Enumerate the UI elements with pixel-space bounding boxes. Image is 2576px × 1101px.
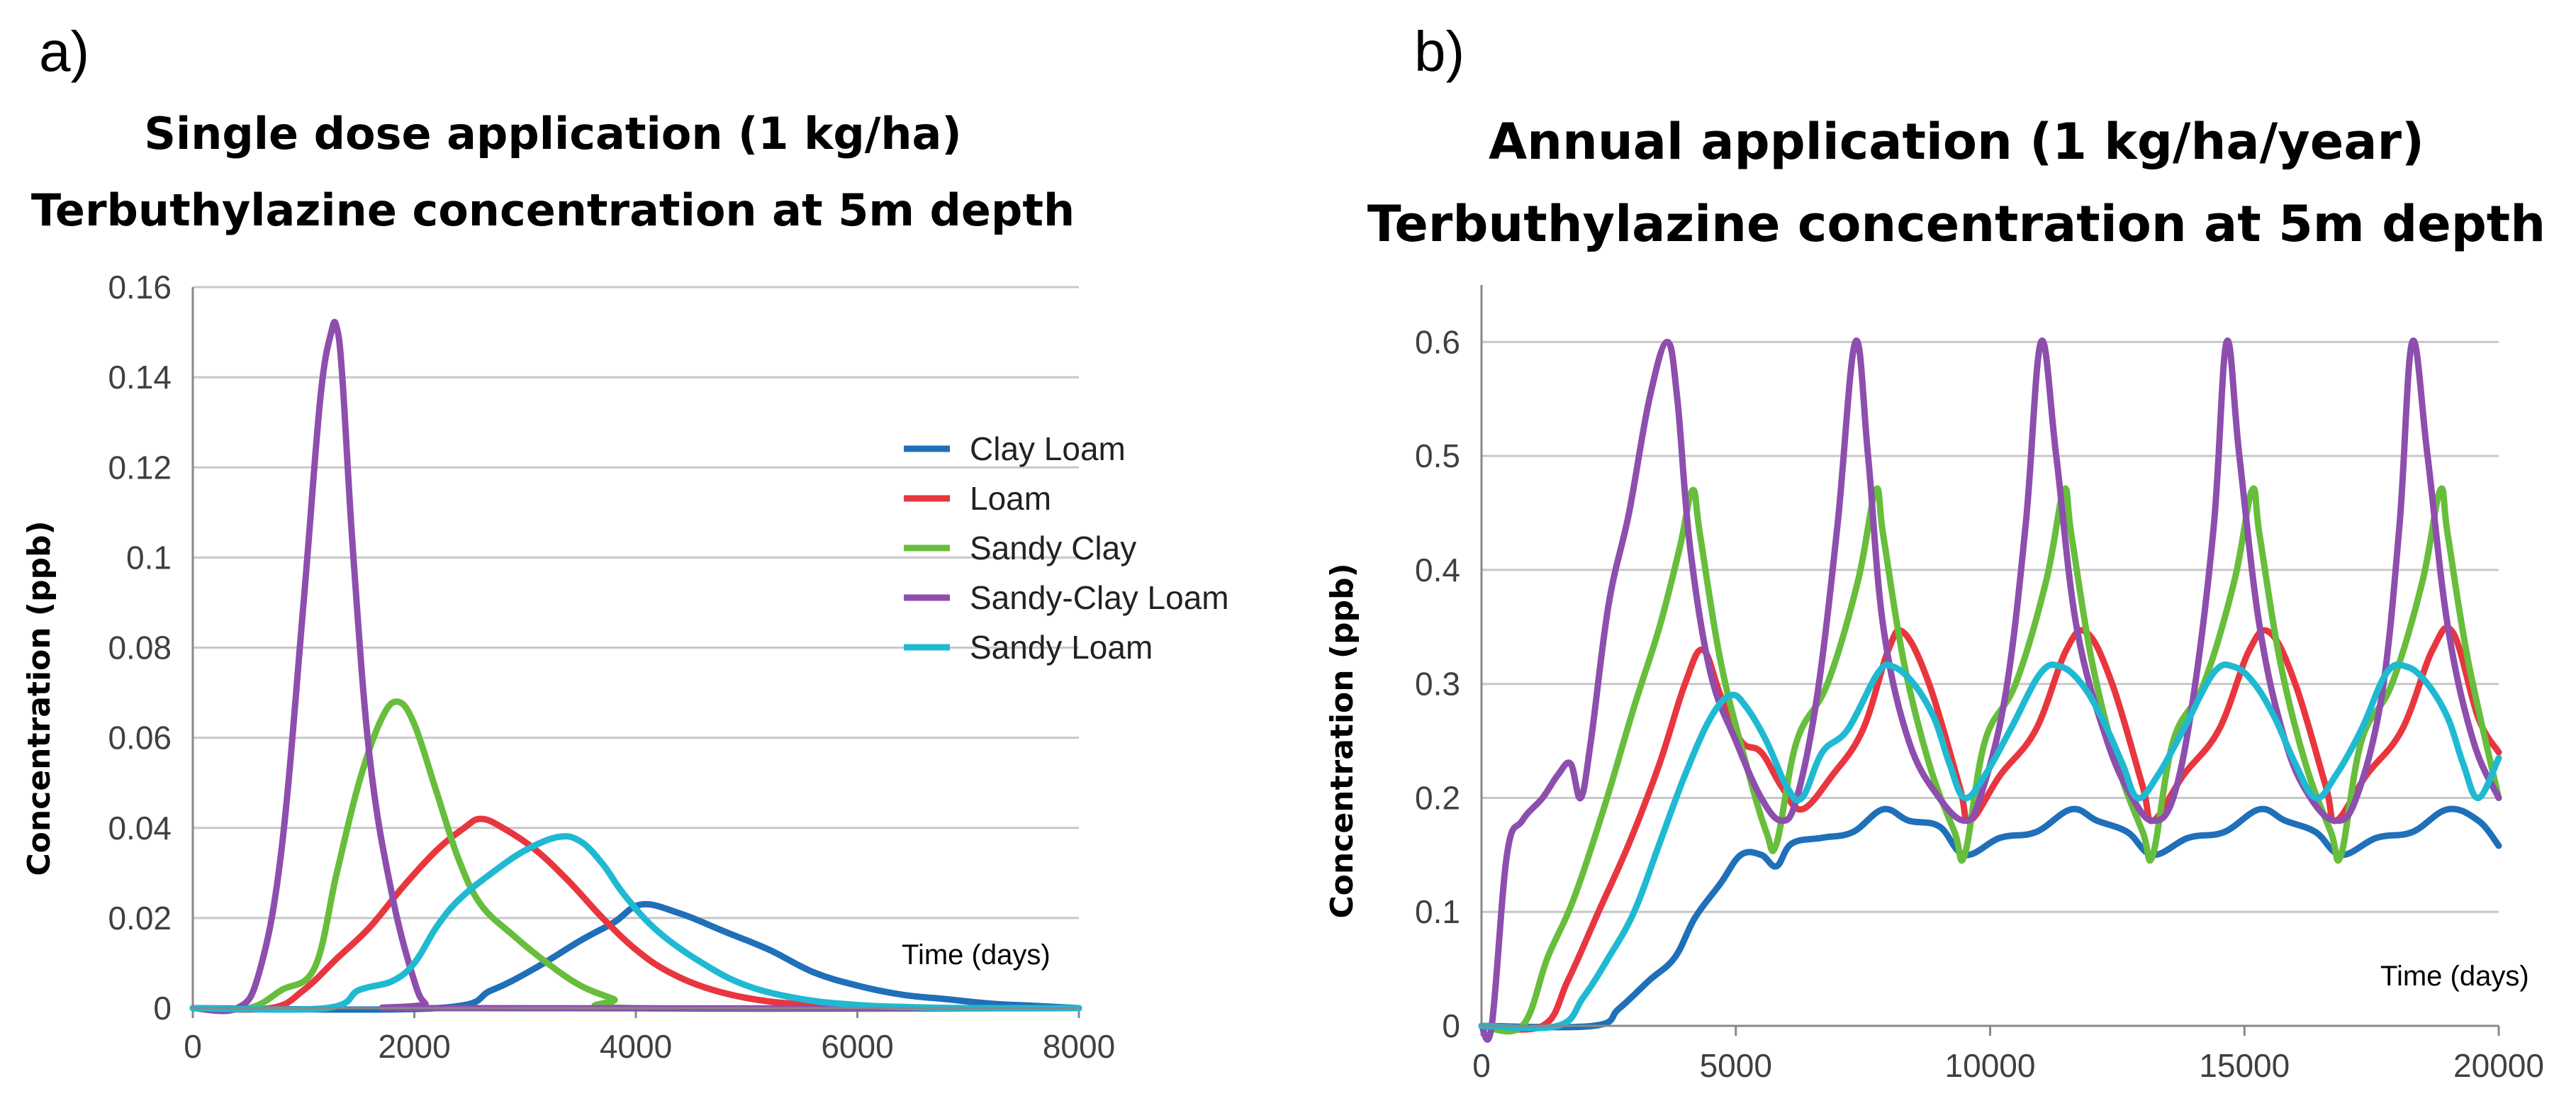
y-tick-label: 0.02 xyxy=(108,900,172,937)
series-line-sandy-loam xyxy=(1478,661,2502,1032)
panel-b-title: Annual application (1 kg/ha/year) xyxy=(1489,113,2424,171)
x-tick-label: 5000 xyxy=(1700,1047,1772,1084)
panel-b-ylabel: Concentration (ppb) xyxy=(1324,563,1360,918)
panel-a-title: Single dose application (1 kg/ha) xyxy=(144,108,961,160)
y-tick-label: 0.04 xyxy=(108,810,172,846)
series-line-clay-loam xyxy=(189,900,1082,1013)
panel-a-x-ticks: 0 2000 4000 6000 8000 xyxy=(184,1008,1115,1065)
legend-label: Clay Loam xyxy=(970,430,1126,467)
panel-a-series xyxy=(189,318,1082,1015)
y-tick-label: 0.4 xyxy=(1415,552,1460,588)
panel-a-gridlines xyxy=(193,286,1079,920)
series-line-sandy-loam xyxy=(189,833,1082,1013)
panel-b-series xyxy=(1478,337,2502,1043)
y-tick-label: 0.2 xyxy=(1415,779,1460,816)
panel-b-label: b) xyxy=(1414,20,1465,83)
y-tick-label: 0.16 xyxy=(108,269,172,306)
y-tick-label: 0.14 xyxy=(108,359,172,396)
panel-b-x-ticks: 0 5000 10000 15000 20000 xyxy=(1472,1026,2544,1084)
y-tick-label: 0.3 xyxy=(1415,666,1460,703)
x-tick-label: 6000 xyxy=(821,1028,893,1065)
series-line-clay-loam xyxy=(1478,805,2502,1031)
series-line-sandy-clay xyxy=(1478,485,2502,1035)
x-tick-label: 8000 xyxy=(1043,1028,1115,1065)
x-tick-label: 0 xyxy=(1472,1047,1491,1084)
y-tick-label: 0.1 xyxy=(1415,893,1460,930)
panel-a: a) Single dose application (1 kg/ha) Ter… xyxy=(21,20,1229,1065)
panel-b: b) Annual application (1 kg/ha/year) Ter… xyxy=(1324,20,2546,1084)
y-tick-label: 0.5 xyxy=(1415,437,1460,474)
y-tick-label: 0.12 xyxy=(108,449,172,486)
legend: Clay Loam Loam Sandy Clay Sandy-Clay Loam Sa… xyxy=(904,430,1229,666)
x-tick-label: 2000 xyxy=(378,1028,450,1065)
panel-a-y-ticks: 0 0.02 0.04 0.06 0.08 0.1 0.12 0.14 0.16 xyxy=(108,269,172,1027)
panel-b-y-ticks: 0 0.1 0.2 0.3 0.4 0.5 0.6 xyxy=(1415,323,1460,1044)
x-tick-label: 10000 xyxy=(1945,1047,2036,1084)
series-line-loam xyxy=(1478,624,2502,1033)
series-line-sandy-clay-loam xyxy=(1478,337,2502,1043)
y-tick-label: 0 xyxy=(153,990,172,1027)
legend-label: Loam xyxy=(970,480,1051,517)
panel-b-subtitle: Terbuthylazine concentration at 5m depth xyxy=(1367,195,2546,253)
legend-label: Sandy Clay xyxy=(970,530,1136,566)
legend-label: Sandy-Clay Loam xyxy=(970,579,1229,616)
panel-a-label: a) xyxy=(39,20,89,83)
x-tick-label: 4000 xyxy=(600,1028,672,1065)
panel-a-subtitle: Terbuthylazine concentration at 5m depth xyxy=(31,184,1075,236)
x-tick-label: 15000 xyxy=(2199,1047,2290,1084)
panel-a-ylabel: Concentration (ppb) xyxy=(21,520,57,876)
x-tick-label: 20000 xyxy=(2453,1047,2544,1084)
y-tick-label: 0 xyxy=(1442,1007,1460,1044)
y-tick-label: 0.6 xyxy=(1415,323,1460,360)
x-tick-label: 0 xyxy=(184,1028,202,1065)
panel-b-xlabel: Time (days) xyxy=(2380,961,2529,992)
y-tick-label: 0.06 xyxy=(108,720,172,756)
panel-a-xlabel: Time (days) xyxy=(902,939,1051,971)
legend-label: Sandy Loam xyxy=(970,629,1153,666)
y-tick-label: 0.08 xyxy=(108,630,172,666)
y-tick-label: 0.1 xyxy=(126,539,172,576)
